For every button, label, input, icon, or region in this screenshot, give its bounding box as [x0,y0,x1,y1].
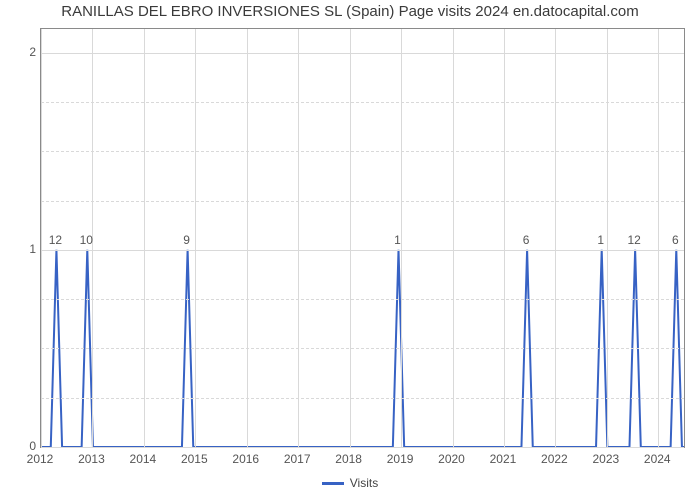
value-label: 6 [672,233,679,247]
x-tick-label: 2021 [490,452,517,466]
plot-area [40,28,685,448]
grid-horizontal-minor [41,348,684,349]
grid-vertical [658,29,659,447]
y-tick-label: 0 [6,439,36,453]
data-line [41,29,684,447]
x-tick-label: 2016 [232,452,259,466]
x-tick-label: 2019 [387,452,414,466]
grid-vertical [298,29,299,447]
value-label: 1 [394,233,401,247]
x-tick-label: 2014 [130,452,157,466]
grid-horizontal-minor [41,201,684,202]
x-tick-label: 2017 [284,452,311,466]
x-tick-label: 2018 [335,452,362,466]
grid-vertical [41,29,42,447]
y-tick-label: 1 [6,242,36,256]
value-label: 1 [597,233,604,247]
value-label: 10 [80,233,93,247]
value-label: 12 [627,233,640,247]
chart-container: RANILLAS DEL EBRO INVERSIONES SL (Spain)… [0,0,700,500]
x-tick-label: 2012 [27,452,54,466]
value-label: 12 [49,233,62,247]
grid-vertical [453,29,454,447]
grid-vertical [247,29,248,447]
x-tick-label: 2020 [438,452,465,466]
x-tick-label: 2024 [644,452,671,466]
legend-label: Visits [350,476,378,490]
chart-title: RANILLAS DEL EBRO INVERSIONES SL (Spain)… [0,3,700,20]
y-tick-label: 2 [6,45,36,59]
grid-vertical [555,29,556,447]
value-label: 6 [523,233,530,247]
x-tick-label: 2022 [541,452,568,466]
value-label: 9 [183,233,190,247]
legend: Visits [0,476,700,490]
legend-swatch [322,482,344,485]
grid-horizontal-minor [41,398,684,399]
grid-vertical [195,29,196,447]
grid-horizontal [41,250,684,251]
grid-horizontal-minor [41,299,684,300]
grid-horizontal-minor [41,102,684,103]
grid-vertical [350,29,351,447]
grid-vertical [401,29,402,447]
grid-vertical [144,29,145,447]
grid-vertical [607,29,608,447]
x-tick-label: 2013 [78,452,105,466]
x-tick-label: 2015 [181,452,208,466]
grid-horizontal [41,53,684,54]
grid-horizontal [41,447,684,448]
grid-vertical [504,29,505,447]
grid-horizontal-minor [41,151,684,152]
x-tick-label: 2023 [592,452,619,466]
